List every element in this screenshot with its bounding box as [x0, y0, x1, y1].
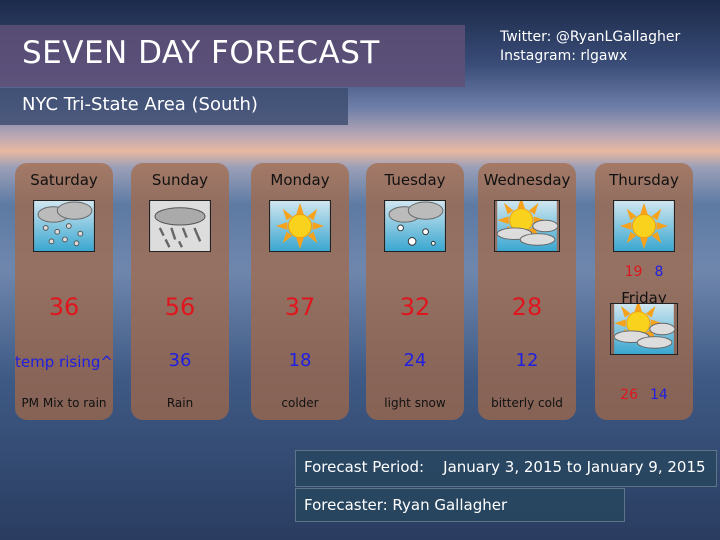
partly-cloudy-icon — [610, 303, 678, 355]
high-temp: 26 — [620, 387, 638, 403]
sunny-icon — [269, 200, 331, 252]
low-temp: 14 — [650, 387, 668, 403]
day-card-monday: Monday 37 18 colder — [251, 163, 349, 420]
partly-cloudy-icon — [494, 200, 560, 252]
day-name: Monday — [270, 171, 330, 189]
condition-text: PM Mix to rain — [21, 396, 107, 410]
day-name: Tuesday — [384, 171, 446, 189]
condition-text: light snow — [384, 396, 446, 410]
sunny-icon — [613, 200, 675, 252]
light-snow-icon — [384, 200, 446, 252]
low-temp: 8 — [654, 264, 664, 280]
day-card-wednesday: Wednesday 28 12 bitterly cold — [478, 163, 576, 420]
day-card-sunday: Sunday 56 36 Rain — [131, 163, 229, 420]
forecaster: Forecaster: Ryan Gallagher — [295, 488, 625, 522]
high-temp: 37 — [284, 293, 316, 321]
period-value: January 3, 2015 to January 9, 2015 — [443, 458, 706, 476]
high-temp: 56 — [164, 293, 196, 321]
high-temp: 32 — [399, 293, 431, 321]
day-name: Saturday — [30, 171, 98, 189]
low-temp: 12 — [515, 350, 539, 371]
day-name: Sunday — [151, 171, 209, 189]
low-temp: 36 — [168, 350, 192, 371]
page-title: SEVEN DAY FORECAST — [0, 25, 465, 87]
day-name-friday: Friday — [621, 289, 667, 307]
snow-rain-mix-icon — [33, 200, 95, 252]
region-subtitle: NYC Tri-State Area (South) — [0, 88, 348, 125]
high-temp: 36 — [48, 293, 80, 321]
low-temp: temp rising^ — [15, 353, 113, 371]
social-handles: Twitter: @RyanLGallagher Instagram: rlga… — [500, 28, 680, 66]
condition-text: Rain — [166, 396, 194, 410]
instagram-handle: Instagram: rlgawx — [500, 48, 628, 64]
day-card-saturday: Saturday 36 temp rising^ PM Mix to rain — [15, 163, 113, 420]
low-temp: 18 — [288, 350, 312, 371]
high-temp: 28 — [511, 293, 543, 321]
forecast-period: Forecast Period: January 3, 2015 to Janu… — [295, 450, 717, 487]
day-card-thursday-friday: Thursday 19 8 Friday 26 14 — [595, 163, 693, 420]
day-name: Wednesday — [483, 171, 571, 189]
high-temp: 19 — [624, 264, 643, 280]
friday-temps: 26 14 — [595, 387, 693, 403]
twitter-handle: Twitter: @RyanLGallagher — [500, 29, 681, 45]
day-card-tuesday: Tuesday 32 24 light snow — [366, 163, 464, 420]
day-name-thursday: Thursday — [609, 171, 679, 189]
rain-icon — [149, 200, 211, 252]
condition-text: colder — [281, 396, 319, 410]
period-label: Forecast Period: — [304, 458, 425, 476]
thursday-temps: 19 8 — [595, 264, 693, 280]
condition-text: bitterly cold — [491, 396, 563, 410]
low-temp: 24 — [403, 350, 427, 371]
